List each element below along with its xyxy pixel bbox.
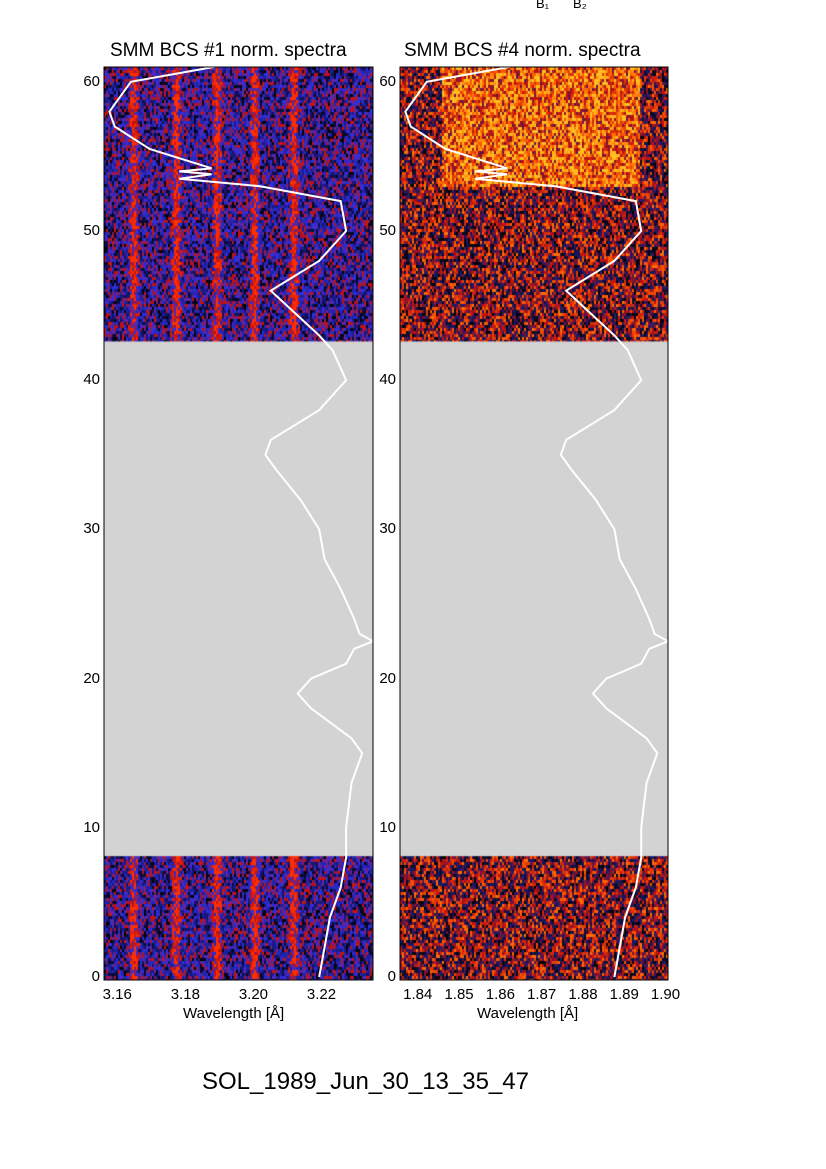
y-tick-label: 50	[379, 222, 396, 239]
x-tick-label: 1.88	[568, 986, 598, 1003]
y-tick-label: 30	[83, 520, 100, 538]
panel1-heatmap	[104, 67, 373, 980]
y-tick-label: 20	[379, 669, 396, 687]
plot-frame	[103, 66, 374, 981]
label-b1: B₁	[536, 0, 550, 11]
x-tick-label: 3.18	[170, 986, 200, 1003]
y-tick-label: 0	[387, 968, 396, 985]
x-tick-label: 1.85	[444, 986, 474, 1003]
y-tick-label: 10	[379, 818, 396, 836]
x-tick-label: 1.84	[403, 986, 433, 1003]
y-tick-label: 0	[91, 968, 100, 985]
x-tick-label: 3.22	[306, 986, 337, 1003]
y-tick-label: 30	[379, 520, 396, 538]
label-b2: B₂	[573, 0, 587, 11]
y-tick-label: 10	[83, 818, 100, 836]
y-tick-label: 40	[379, 371, 396, 389]
panel2-xlabel: Wavelength [Å]	[477, 1005, 579, 1022]
x-tick-label: 1.86	[485, 986, 515, 1003]
y-tick-label: 20	[83, 669, 100, 687]
x-tick-label: 3.16	[102, 986, 132, 1003]
light-curve-line	[108, 65, 376, 978]
x-tick-label: 1.89	[609, 986, 639, 1003]
x-tick-label: 3.20	[238, 986, 269, 1003]
panel2-title: SMM BCS #4 norm. spectra	[404, 40, 641, 61]
y-tick-label: 60	[83, 72, 100, 90]
event-id: SOL_1989_Jun_30_13_35_47	[202, 1068, 529, 1095]
x-tick-label: 1.90	[650, 986, 681, 1003]
x-tick-label: 1.87	[527, 986, 557, 1003]
panel1-xlabel: Wavelength [Å]	[183, 1005, 285, 1022]
panel1-title: SMM BCS #1 norm. spectra	[110, 40, 347, 61]
y-tick-label: 60	[379, 72, 396, 90]
plot-frame	[399, 66, 669, 981]
y-tick-label: 50	[83, 222, 100, 239]
light-curve-line	[404, 65, 671, 978]
y-tick-label: 40	[83, 371, 100, 389]
panel2-heatmap	[400, 67, 668, 980]
